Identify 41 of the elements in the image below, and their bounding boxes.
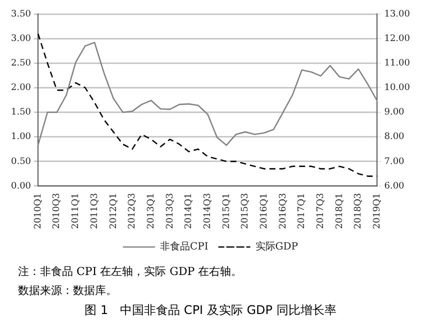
x-tick-label: 2010Q1 <box>33 192 44 230</box>
x-tick-label: 2011Q3 <box>90 192 100 230</box>
legend-label: 非食品CPI <box>160 240 208 253</box>
y-tick-label: 2.50 <box>10 58 32 68</box>
x-tick-label: 2016Q3 <box>278 192 288 230</box>
y2-tick-label: 10.00 <box>384 83 410 94</box>
x-tick-label: 2015Q1 <box>222 192 232 230</box>
x-tick-label: 2017Q3 <box>316 192 326 230</box>
y2-tick-label: 12.00 <box>384 34 410 44</box>
line-series <box>37 33 378 177</box>
y-tick-label: 2.00 <box>10 83 32 94</box>
x-tick-label: 2018Q3 <box>354 192 364 230</box>
x-tick-label: 2012Q1 <box>108 192 119 230</box>
y2-tick-label: 13.00 <box>384 9 410 20</box>
y2-tick-label: 8.00 <box>384 132 405 142</box>
y-tick-label: 3.00 <box>10 34 32 44</box>
legend-label: 实际GDP <box>255 240 298 253</box>
y-tick-label: 3.50 <box>10 9 32 20</box>
x-tick-label: 2016Q1 <box>260 192 270 230</box>
x-tick-label: 2012Q3 <box>128 192 138 230</box>
x-tick-label: 2013Q3 <box>165 192 176 230</box>
y-tick-label: 1.50 <box>10 108 32 118</box>
x-tick-label: 2015Q3 <box>240 192 251 230</box>
y-tick-label: 0.00 <box>10 181 32 192</box>
text: 图 1 中国非食品 CPI 及实际 GDP 同比增长率 <box>84 302 338 319</box>
y2-tick-label: 11.00 <box>384 58 410 68</box>
y2-tick-label: 6.00 <box>384 181 405 192</box>
x-tick-label: 2011Q1 <box>71 192 82 230</box>
y-tick-label: 0.50 <box>10 156 32 167</box>
text: 注：非食品 CPI 在左轴，实际 GDP 在右轴。 <box>18 264 244 279</box>
y-tick-label: 1.00 <box>10 132 32 142</box>
x-tick-label: 2014Q1 <box>184 192 194 230</box>
y2-tick-label: 7.00 <box>384 156 405 167</box>
x-tick-label: 2013Q1 <box>146 192 156 230</box>
x-tick-label: 2019Q1 <box>372 192 383 230</box>
source-note: 数据来源：数据库。 <box>18 283 118 298</box>
x-tick-label: 2014Q3 <box>202 192 213 230</box>
x-tick-label: 2010Q3 <box>52 192 62 230</box>
x-tick-label: 2018Q1 <box>334 192 345 230</box>
x-tick-label: 2017Q1 <box>297 192 308 230</box>
y2-tick-label: 9.00 <box>384 108 405 118</box>
